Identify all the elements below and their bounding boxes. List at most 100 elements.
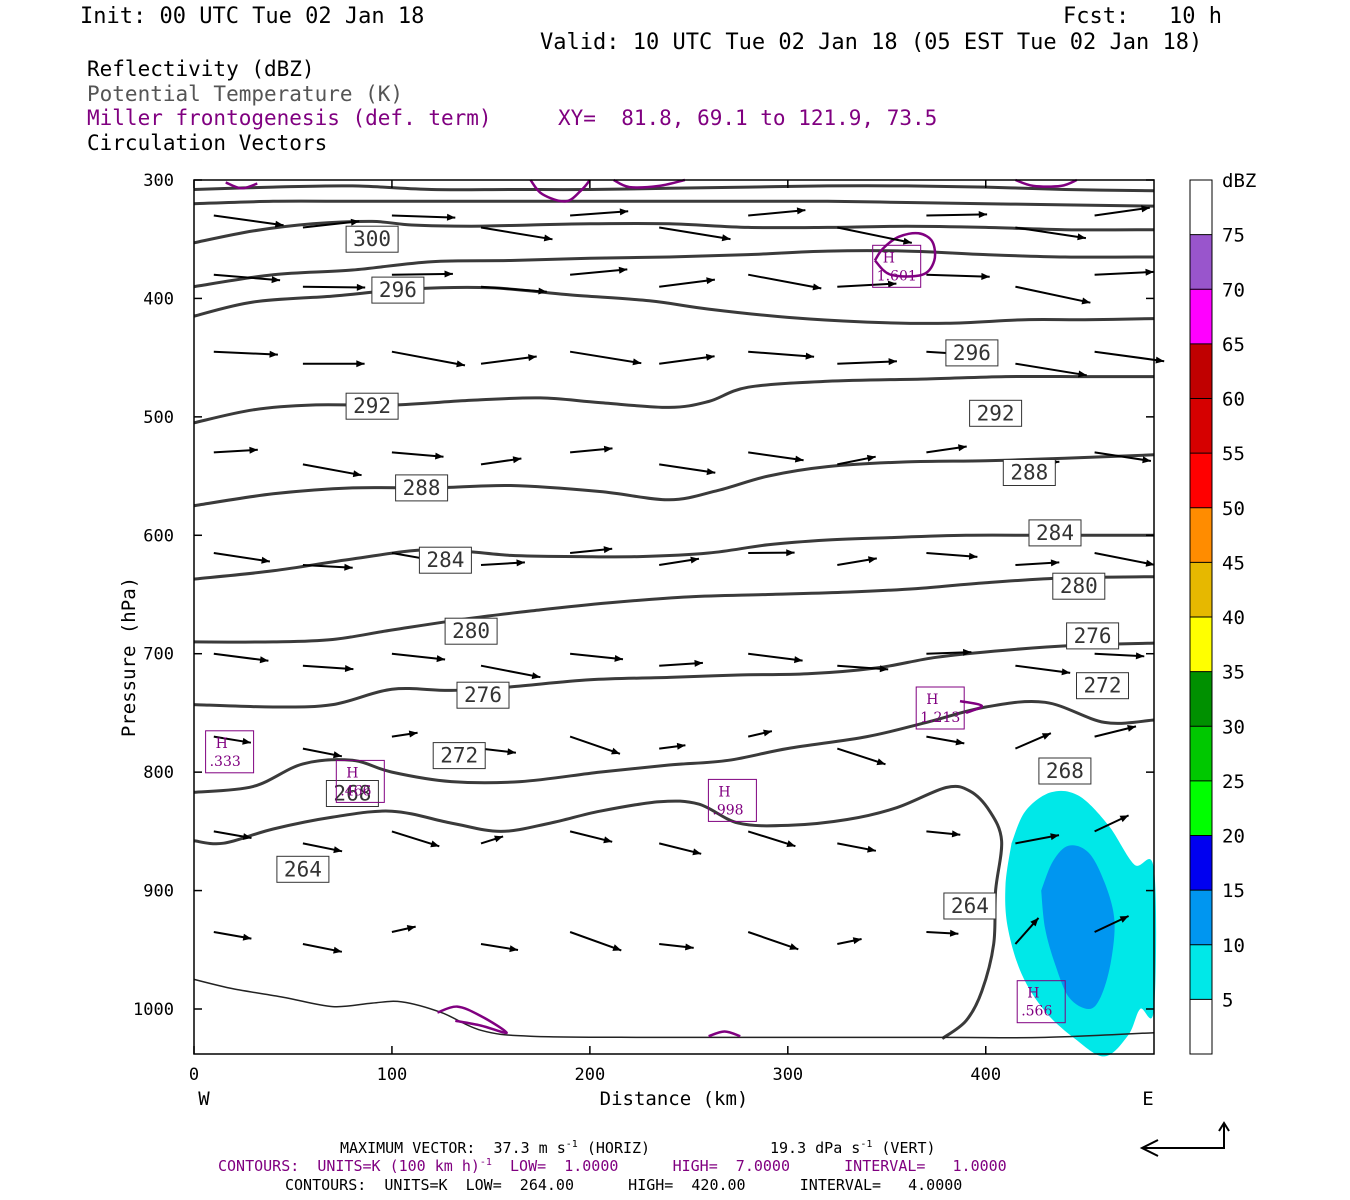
fronto-high-value: .998 xyxy=(712,802,743,818)
circulation-vector xyxy=(302,664,354,671)
circulation-vector xyxy=(213,273,281,282)
circulation-vector xyxy=(570,268,628,276)
vector-arrowhead xyxy=(1155,356,1165,364)
circulation-vector xyxy=(926,213,988,217)
colorbar-label: 65 xyxy=(1222,334,1245,356)
colorbar-label: 10 xyxy=(1222,935,1245,957)
vector-arrowhead xyxy=(512,456,522,464)
vector-arrowhead xyxy=(789,943,799,950)
vector-arrowhead xyxy=(763,729,772,737)
theta-contour-268 xyxy=(193,699,1155,794)
colorbar-segment xyxy=(1190,780,1212,836)
vector-arrowhead xyxy=(249,446,258,454)
colorbar-label: 55 xyxy=(1222,443,1245,465)
colorbar-segment xyxy=(1190,671,1212,727)
fronto-contour xyxy=(529,179,591,203)
circulation-vector xyxy=(837,664,889,671)
y-tick-label: 500 xyxy=(143,408,174,428)
x-axis-title: Distance (km) xyxy=(600,1088,749,1110)
colorbar-label: 20 xyxy=(1222,826,1245,848)
vector-arrowhead xyxy=(981,272,990,280)
legend-theta: Potential Temperature (K) xyxy=(87,82,404,106)
y-tick-label: 300 xyxy=(143,171,174,191)
colorbar-segment xyxy=(1190,289,1212,344)
circulation-vector xyxy=(569,735,621,755)
circulation-vector xyxy=(836,747,886,766)
vector-arrowhead xyxy=(690,556,699,564)
colorbar-segment xyxy=(1190,726,1212,781)
vector-arrowhead xyxy=(1078,370,1087,378)
circulation-vector xyxy=(659,278,716,288)
circulation-vector xyxy=(926,273,990,278)
theta-label: 292 xyxy=(977,401,1015,425)
colorbar-label: 70 xyxy=(1222,279,1245,301)
vector-arrowhead xyxy=(619,208,629,216)
theta-label: 284 xyxy=(1036,521,1074,545)
circulation-vector xyxy=(569,652,624,661)
theta-contour-284 xyxy=(193,453,1155,508)
vector-arrowhead xyxy=(812,283,822,291)
theta-label: 280 xyxy=(452,619,490,643)
vector-arrowhead xyxy=(242,737,251,745)
vector-arrowhead xyxy=(1142,456,1151,464)
vector-arrowhead xyxy=(603,836,613,844)
circulation-vector xyxy=(1015,362,1087,377)
theta-label: 280 xyxy=(1060,574,1098,598)
legend-frontogenesis: Miller frontogenesis (def. term) xyxy=(87,106,492,130)
circulation-vector xyxy=(570,210,629,217)
theta-contour-292 xyxy=(193,285,1155,325)
theta-label: 264 xyxy=(284,857,322,881)
colorbar-segment xyxy=(1190,562,1212,617)
vector-arrowhead xyxy=(516,559,525,567)
circulation-vector xyxy=(391,214,456,219)
colorbar-segment xyxy=(1190,835,1212,891)
theta-label-box xyxy=(1052,572,1106,600)
vector-arrowhead xyxy=(852,937,862,945)
y-axis-title: Pressure (hPa) xyxy=(118,577,140,737)
colorbar-label: 30 xyxy=(1222,716,1245,738)
vector-arrowhead xyxy=(436,655,446,663)
fronto-contour xyxy=(225,181,258,190)
circulation-vector xyxy=(1094,350,1165,363)
theta-label-box xyxy=(395,474,449,502)
circulation-vector xyxy=(837,282,897,288)
vector-arrowhead xyxy=(356,283,366,291)
fronto-contour xyxy=(708,1030,741,1038)
theta-label: 264 xyxy=(951,894,989,918)
x-tick-label: 300 xyxy=(772,1065,803,1085)
vector-arrowhead xyxy=(507,748,516,756)
vector-arrowhead xyxy=(786,549,795,557)
circulation-vector xyxy=(926,552,978,558)
circulation-vector xyxy=(1015,285,1091,304)
fronto-high-marker: H xyxy=(926,692,938,708)
legend-reflectivity: Reflectivity (dBZ) xyxy=(87,57,315,81)
colorbar-segment xyxy=(1190,507,1212,563)
circulation-vector xyxy=(213,552,271,563)
x-tick-label: 200 xyxy=(575,1065,606,1085)
theta-contour-272 xyxy=(193,641,1155,709)
fronto-high-value: .566 xyxy=(1021,1004,1052,1020)
colorbar-segment xyxy=(1190,453,1212,508)
reflectivity-10dbz-area xyxy=(1041,845,1115,1009)
legend-vectors: Circulation Vectors xyxy=(87,131,328,155)
vector-arrowhead xyxy=(509,945,518,953)
vector-arrowhead xyxy=(614,655,623,662)
vector-arrowhead xyxy=(456,360,465,368)
theta-label-box xyxy=(1076,672,1129,700)
theta-label: 268 xyxy=(1046,759,1084,783)
vector-arrowhead xyxy=(676,742,686,750)
colorbar-segment xyxy=(1190,890,1212,945)
x-end-label-east: E xyxy=(1142,1088,1153,1110)
vector-arrowhead xyxy=(796,207,806,215)
colorbar-segment xyxy=(1190,234,1212,290)
circulation-vector xyxy=(480,664,541,679)
circulation-vector xyxy=(213,652,269,662)
x-tick-label: 400 xyxy=(970,1065,1001,1085)
vector-arrowhead xyxy=(978,211,988,218)
vector-arrowhead xyxy=(866,454,876,462)
vector-arrowhead xyxy=(603,546,613,554)
vector-arrowhead xyxy=(958,444,967,452)
y-tick-label: 800 xyxy=(143,763,174,783)
vector-arrowhead xyxy=(694,659,703,667)
vector-arrowhead xyxy=(259,656,269,664)
